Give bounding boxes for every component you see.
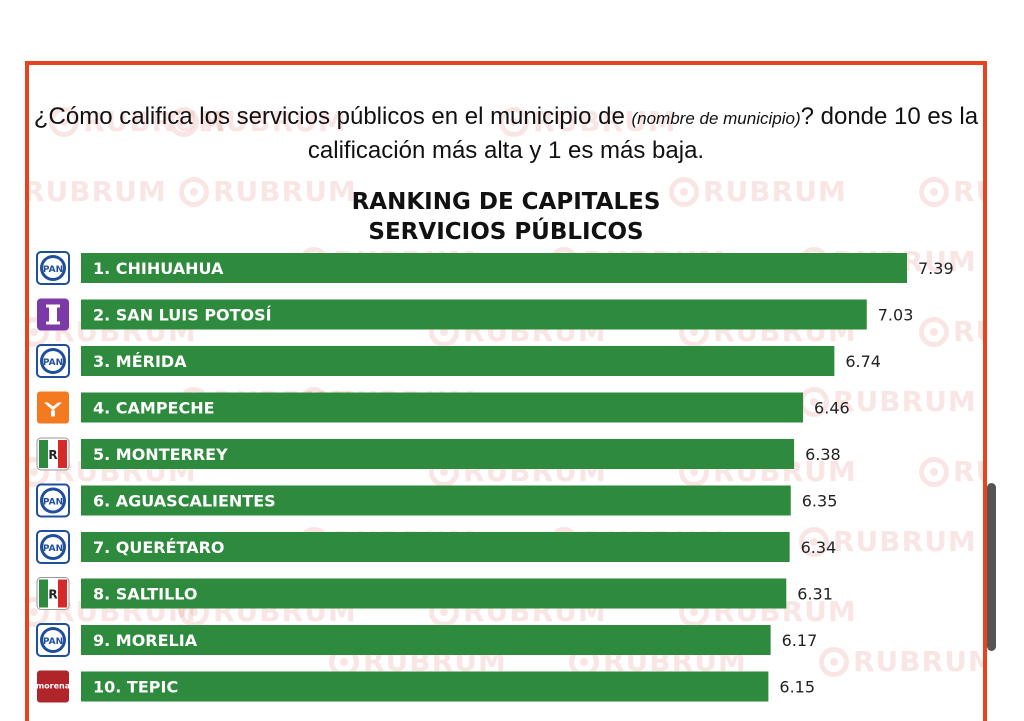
bar-row-5: R 5. MONTERREY 6.38	[36, 437, 841, 471]
chart-title-line-1: RANKING DE CAPITALES	[351, 189, 661, 215]
survey-question: ¿Cómo califica los servicios públicos en…	[29, 101, 983, 167]
category-label: 3. MÉRIDA	[93, 352, 187, 371]
category-label: 8. SALTILLO	[93, 585, 198, 604]
bar	[81, 485, 791, 516]
bar	[81, 625, 771, 655]
svg-text:PAN: PAN	[43, 544, 63, 554]
bar	[81, 346, 835, 376]
bar-row-9: PAN 9. MORELIA 6.17	[36, 623, 818, 657]
category-label: 1. CHIHUAHUA	[93, 259, 224, 278]
chart-title: RANKING DE CAPITALES SERVICIOS PÚBLICOS	[29, 187, 983, 247]
category-label: 2. SAN LUIS POTOSÍ	[93, 306, 272, 325]
chart-title-line-2: SERVICIOS PÚBLICOS	[368, 219, 644, 245]
svg-text:R: R	[48, 588, 57, 602]
svg-text:PAN: PAN	[43, 265, 63, 275]
question-text-start: ¿Cómo califica los servicios públicos en…	[33, 103, 632, 130]
party-logo-pri-icon: R	[36, 577, 70, 610]
value-label: 6.17	[782, 631, 818, 650]
svg-text:morena: morena	[36, 682, 70, 691]
value-label: 6.31	[797, 585, 833, 604]
svg-text:PAN: PAN	[43, 637, 63, 647]
category-label: 10. TEPIC	[93, 678, 178, 697]
bar-row-3: PAN 3. MÉRIDA 6.74	[36, 344, 881, 378]
question-text-end: ? donde 10 es la calificación más alta y…	[307, 103, 979, 164]
bar	[81, 578, 787, 609]
party-logo-morena-icon: morena	[36, 670, 70, 703]
category-label: 5. MONTERREY	[93, 445, 228, 464]
value-label: 7.39	[918, 259, 954, 278]
bar	[81, 671, 769, 702]
value-label: 7.03	[878, 306, 914, 325]
bar-row-6: PAN 6. AGUASCALIENTES 6.35	[36, 483, 838, 518]
category-label: 6. AGUASCALIENTES	[93, 492, 276, 511]
bar	[81, 392, 804, 423]
bar-row-4: 4. CAMPECHE 6.46	[37, 391, 850, 424]
svg-text:PAN: PAN	[43, 358, 63, 368]
value-label: 6.46	[814, 399, 850, 418]
value-label: 6.35	[802, 492, 838, 511]
svg-text:R: R	[48, 448, 57, 462]
bar-row-1: PAN 1. CHIHUAHUA 7.39	[36, 251, 954, 285]
value-label: 6.34	[801, 538, 837, 557]
bar-row-8: R 8. SALTILLO 6.31	[36, 577, 833, 610]
party-logo-independiente-icon	[37, 298, 69, 331]
party-logo-pan-icon: PAN	[36, 344, 70, 378]
party-logo-pan-icon: PAN	[36, 483, 70, 518]
bar-row-10: morena 10. TEPIC 6.15	[36, 670, 815, 703]
category-label: 7. QUERÉTARO	[93, 538, 225, 557]
category-label: 4. CAMPECHE	[93, 399, 215, 418]
category-label: 9. MORELIA	[93, 631, 198, 650]
svg-text:PAN: PAN	[43, 498, 63, 508]
party-logo-pri-icon: R	[36, 437, 70, 471]
bar	[81, 299, 867, 330]
bar	[81, 253, 907, 283]
scrollbar-thumb[interactable]	[987, 483, 996, 651]
value-label: 6.74	[845, 352, 881, 371]
party-logo-pan-icon: PAN	[36, 623, 70, 657]
bar-row-7: PAN 7. QUERÉTARO 6.34	[36, 530, 837, 564]
party-logo-pan-icon: PAN	[36, 251, 70, 285]
party-logo-mc-icon	[37, 391, 69, 424]
party-logo-pan-icon: PAN	[36, 530, 70, 564]
value-label: 6.15	[779, 678, 815, 697]
bar	[81, 439, 795, 469]
bar-row-2: 2. SAN LUIS POTOSÍ 7.03	[37, 298, 914, 331]
value-label: 6.38	[805, 445, 841, 464]
question-note: (nombre de municipio)	[631, 109, 801, 128]
bar	[81, 532, 790, 562]
